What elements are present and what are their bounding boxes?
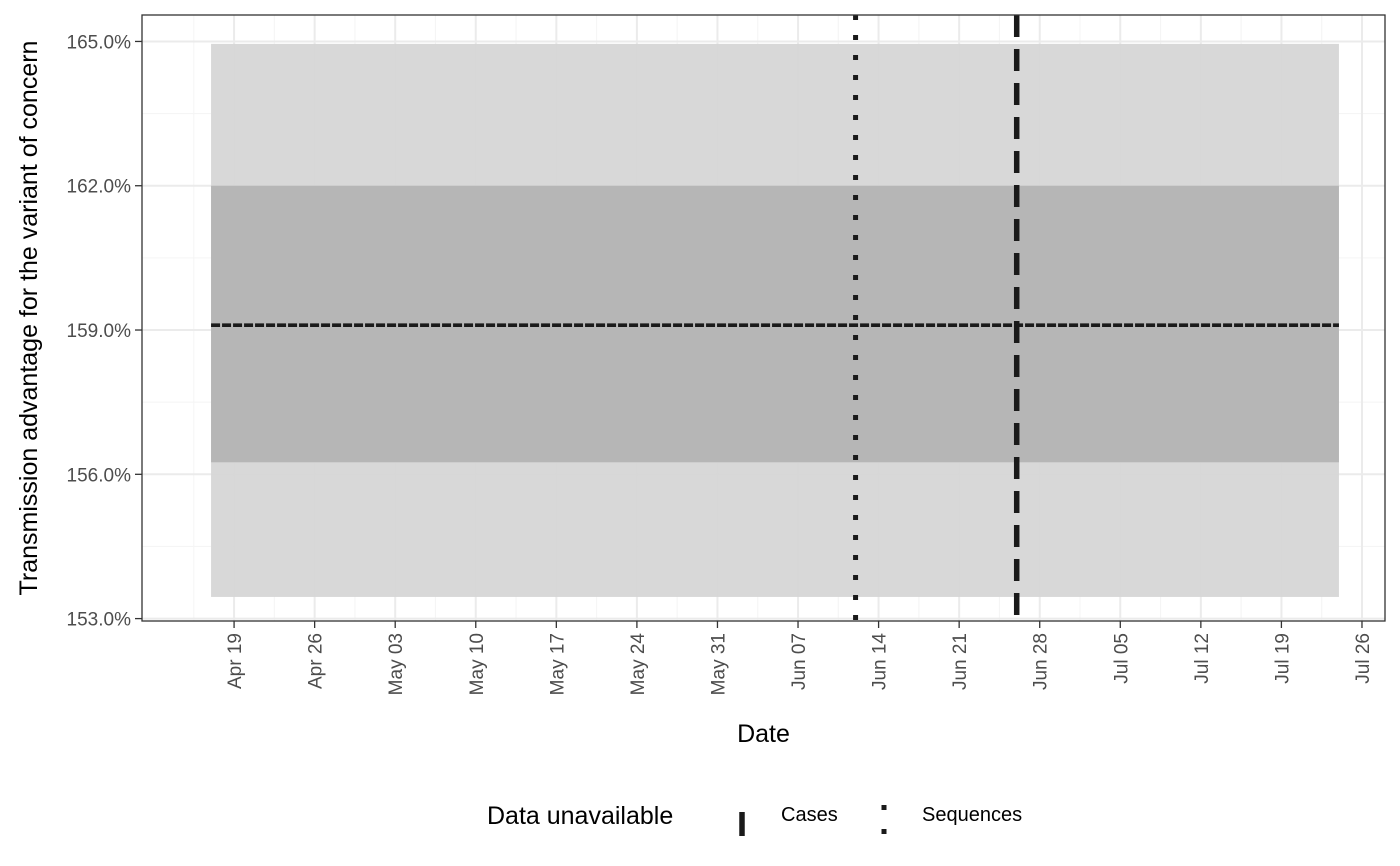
y-axis-title: Transmission advantage for the variant o… xyxy=(15,41,43,596)
y-tick-label: 162.0% xyxy=(67,177,132,198)
y-tick-label: 156.0% xyxy=(67,465,132,486)
x-axis-title: Date xyxy=(737,720,790,748)
x-tick-label: Jul 26 xyxy=(1353,633,1374,684)
x-tick-label: Jun 14 xyxy=(870,633,891,690)
y-axis: 153.0% 156.0% 159.0% 162.0% 165.0% xyxy=(67,32,142,631)
legend-key-dot xyxy=(881,805,887,810)
confidence-ribbons xyxy=(211,43,1339,597)
x-axis: Apr 19 Apr 26 May 03 May 10 May 17 May 24 May … xyxy=(225,621,1374,695)
x-tick-label: Apr 19 xyxy=(225,633,246,689)
legend-label-cases: Cases xyxy=(781,804,838,826)
y-tick-label: 165.0% xyxy=(67,32,132,53)
x-tick-label: Jul 19 xyxy=(1272,633,1293,684)
x-tick-label: May 24 xyxy=(628,633,649,696)
legend-key-sequences xyxy=(881,805,887,834)
y-tick-label: 159.0% xyxy=(67,321,132,342)
panel-frame xyxy=(141,14,1386,622)
legend-label-sequences: Sequences xyxy=(922,804,1022,826)
legend: Data unavailable Cases Sequences xyxy=(487,802,1022,836)
panel-border xyxy=(141,14,1386,622)
x-tick-label: May 03 xyxy=(386,633,407,695)
x-tick-label: Jun 28 xyxy=(1031,633,1052,690)
x-tick-label: May 31 xyxy=(708,633,729,695)
legend-title: Data unavailable xyxy=(487,802,673,830)
x-tick-label: May 17 xyxy=(547,633,568,695)
x-tick-label: Jul 12 xyxy=(1192,633,1213,684)
x-tick-label: May 10 xyxy=(467,633,488,695)
x-tick-label: Apr 26 xyxy=(306,633,327,689)
x-tick-label: Jul 05 xyxy=(1111,633,1132,684)
legend-key-dot xyxy=(881,829,887,834)
data-unavailable-lines xyxy=(853,15,1020,621)
x-tick-label: Jun 21 xyxy=(950,633,971,690)
x-tick-label: Jun 07 xyxy=(789,633,810,690)
y-tick-label: 153.0% xyxy=(67,610,132,631)
